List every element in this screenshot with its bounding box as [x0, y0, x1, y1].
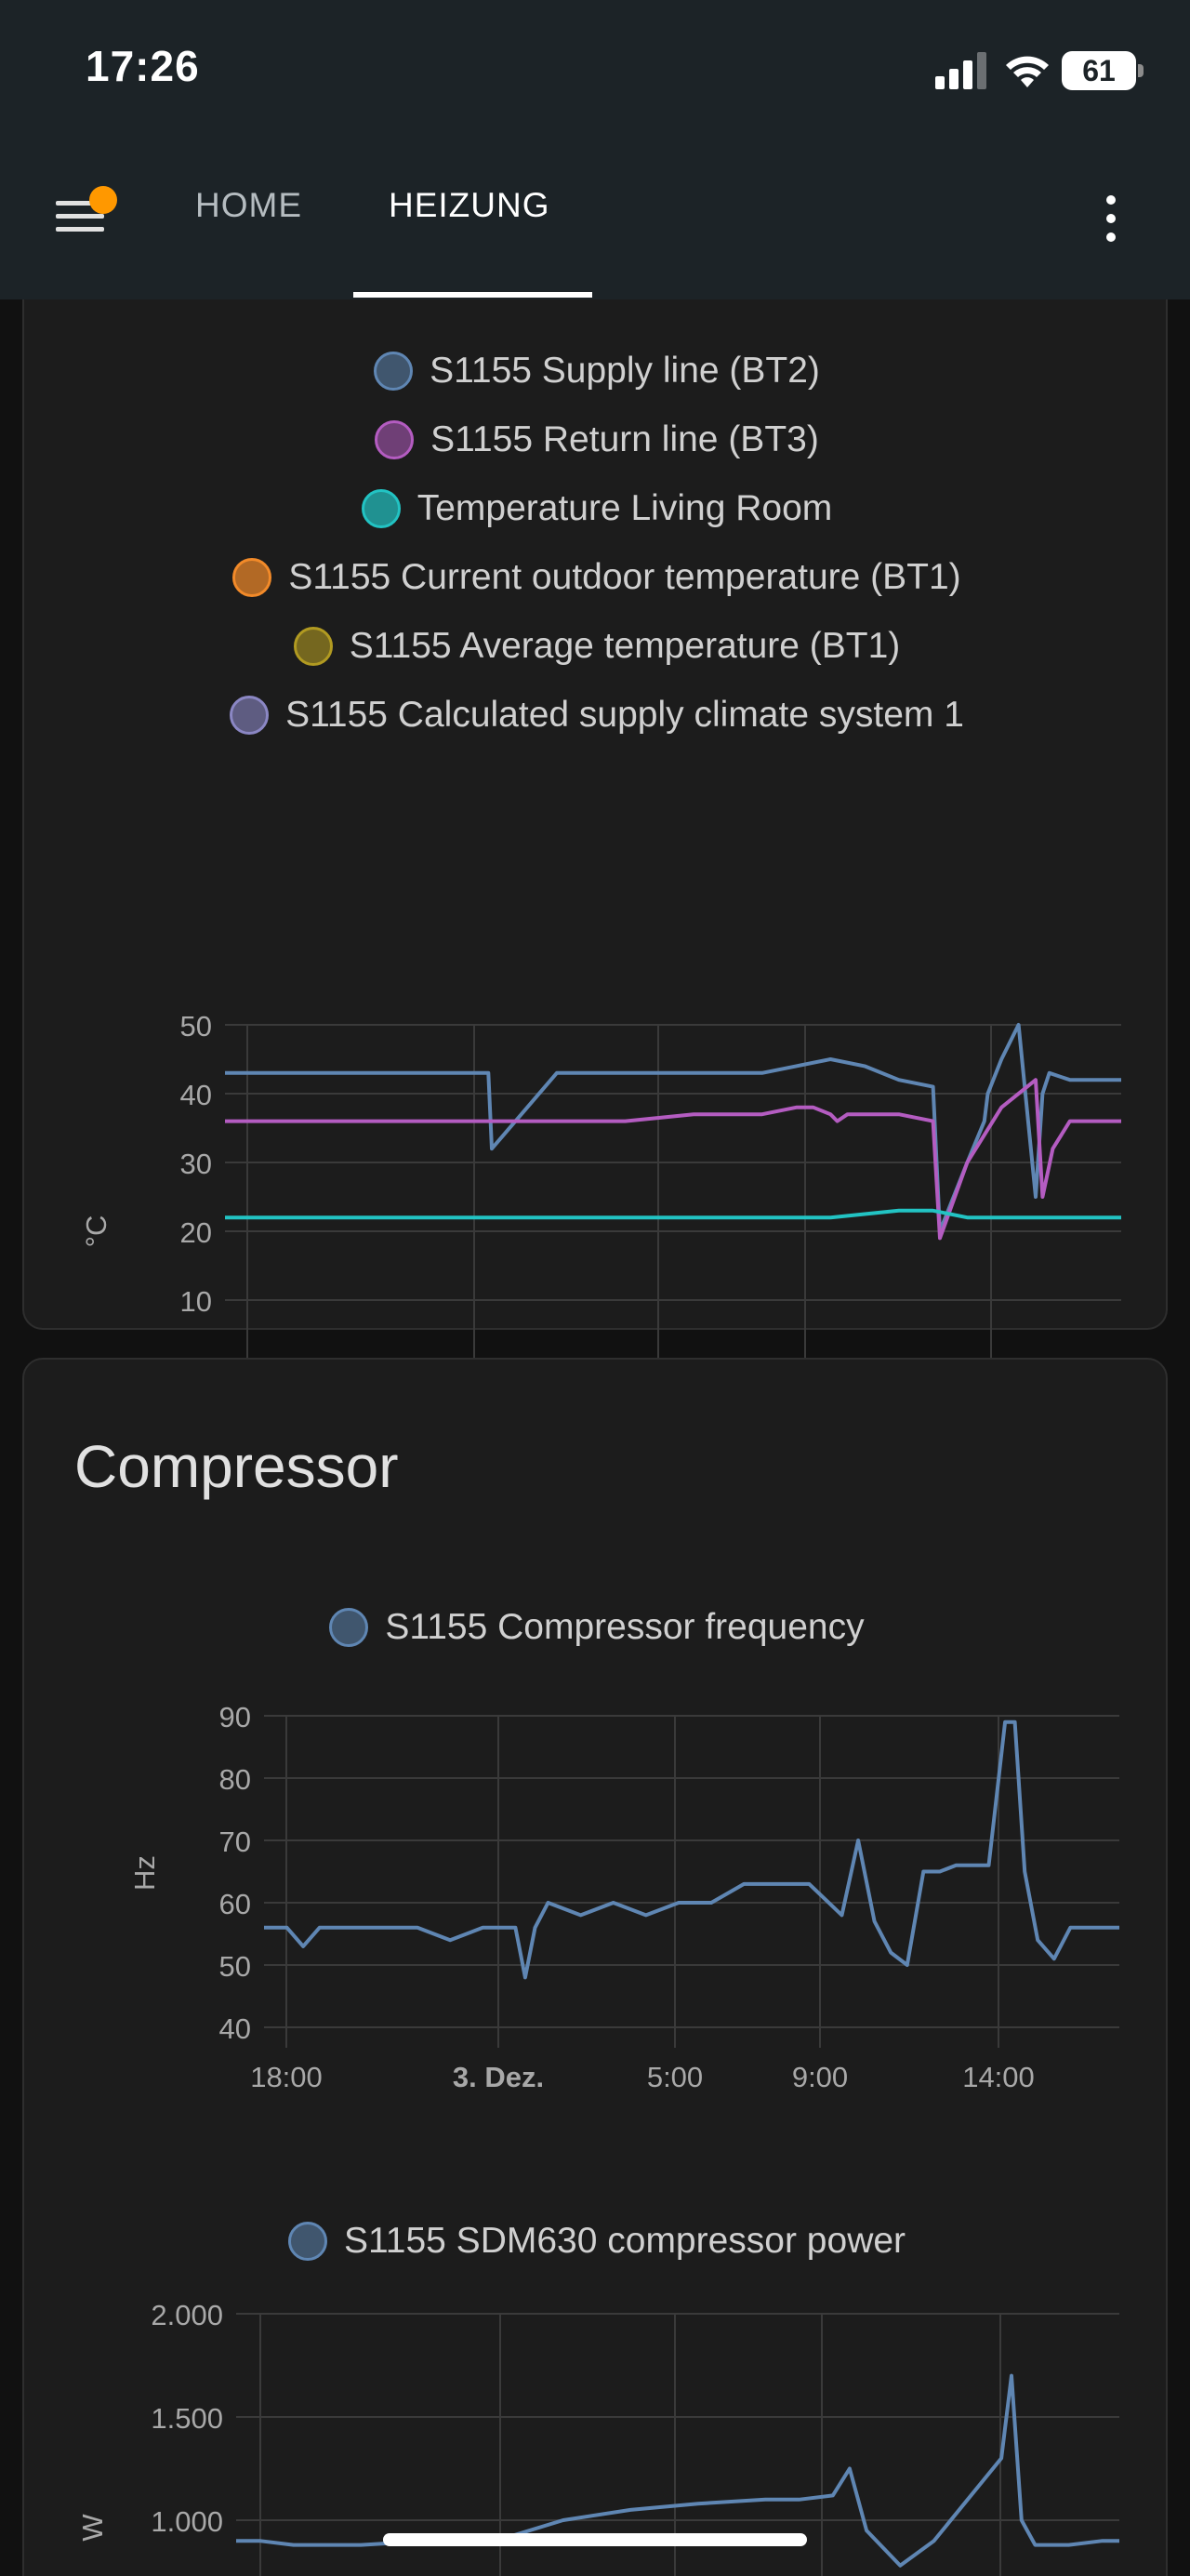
app-header: 17:26 61 HOME HEIZUNG [0, 0, 1190, 299]
status-time: 17:26 [86, 42, 200, 90]
legend-item-average-temp[interactable]: S1155 Average temperature (BT1) [24, 626, 1170, 675]
compressor-card: Compressor S1155 Compressor frequency 90… [22, 1358, 1168, 2576]
y-axis-label: W [76, 2514, 109, 2542]
tab-home[interactable]: HOME [195, 186, 302, 224]
x-tick-label: 3. Dez. [453, 2061, 544, 2093]
y-tick-label: 30 [180, 1148, 212, 1180]
y-tick-label: 2.000 [151, 2299, 223, 2331]
y-tick-label: 80 [219, 1763, 251, 1796]
legend-item-outdoor-temp[interactable]: S1155 Current outdoor temperature (BT1) [24, 557, 1170, 606]
legend-dot-icon [329, 1608, 369, 1647]
legend-dot-icon [232, 558, 272, 597]
y-tick-label: 90 [219, 1701, 251, 1733]
y-axis-label: Hz [128, 1855, 161, 1891]
legend-dot-icon [293, 627, 333, 666]
y-tick-label: 40 [180, 1079, 212, 1111]
series-line-0 [264, 1720, 1119, 1980]
legend-dot-icon [361, 489, 401, 528]
y-tick-label: 70 [219, 1826, 251, 1858]
legend-dot-icon [375, 420, 415, 459]
legend-dot-icon [287, 2222, 327, 2261]
x-tick-label: 5:00 [647, 2061, 703, 2093]
y-tick-label: 1.500 [151, 2402, 223, 2435]
y-tick-label: 20 [180, 1216, 212, 1249]
compressor-power-chart[interactable]: 2.000 1.500 1.000 W [24, 2280, 1170, 2576]
home-indicator [383, 2533, 807, 2546]
y-tick-label: 1.000 [151, 2505, 223, 2538]
battery-icon: 61 [1062, 51, 1145, 90]
y-tick-label: 60 [219, 1888, 251, 1920]
legend-item-return-line[interactable]: S1155 Return line (BT3) [24, 419, 1170, 469]
y-tick-label: 40 [219, 2012, 251, 2045]
x-tick-label: 14:00 [962, 2061, 1035, 2093]
active-tab-indicator [353, 292, 592, 298]
y-axis-label: °C [80, 1215, 112, 1248]
compressor-frequency-chart[interactable]: 90 80 70 60 50 40 18:00 3. Dez. 5:00 9:00 14:00 Hz [24, 1666, 1170, 2187]
legend-item-compressor-power[interactable]: S1155 SDM630 compressor power [24, 2221, 1170, 2270]
battery-level: 61 [1082, 54, 1116, 87]
legend-dot-icon [374, 352, 414, 391]
legend-item-calculated-supply[interactable]: S1155 Calculated supply climate system 1 [24, 695, 1170, 744]
y-tick-label: 50 [219, 1950, 251, 1983]
x-tick-label: 9:00 [792, 2061, 848, 2093]
series-line-2 [225, 1208, 1121, 1220]
notification-badge [89, 186, 117, 214]
card-title: Compressor [74, 1433, 399, 1500]
legend-dot-icon [230, 696, 270, 735]
wifi-icon [1006, 56, 1049, 87]
y-tick-label: 50 [180, 1010, 212, 1042]
menu-icon [56, 201, 93, 206]
legend-item-living-room[interactable]: Temperature Living Room [24, 488, 1170, 538]
y-tick-label: 10 [180, 1285, 212, 1318]
x-tick-label: 18:00 [250, 2061, 323, 2093]
more-vert-icon [1106, 195, 1116, 205]
series-line-1 [225, 1078, 1121, 1241]
menu-button[interactable] [48, 186, 117, 247]
legend-item-supply-line[interactable]: S1155 Supply line (BT2) [24, 351, 1170, 400]
temperature-history-card: S1155 Supply line (BT2) S1155 Return lin… [22, 232, 1170, 1507]
legend-item-compressor-frequency[interactable]: S1155 Compressor frequency [24, 1607, 1170, 1656]
tab-heizung[interactable]: HEIZUNG [389, 186, 550, 224]
signal-icon [935, 52, 986, 89]
more-options-button[interactable] [1097, 192, 1125, 247]
